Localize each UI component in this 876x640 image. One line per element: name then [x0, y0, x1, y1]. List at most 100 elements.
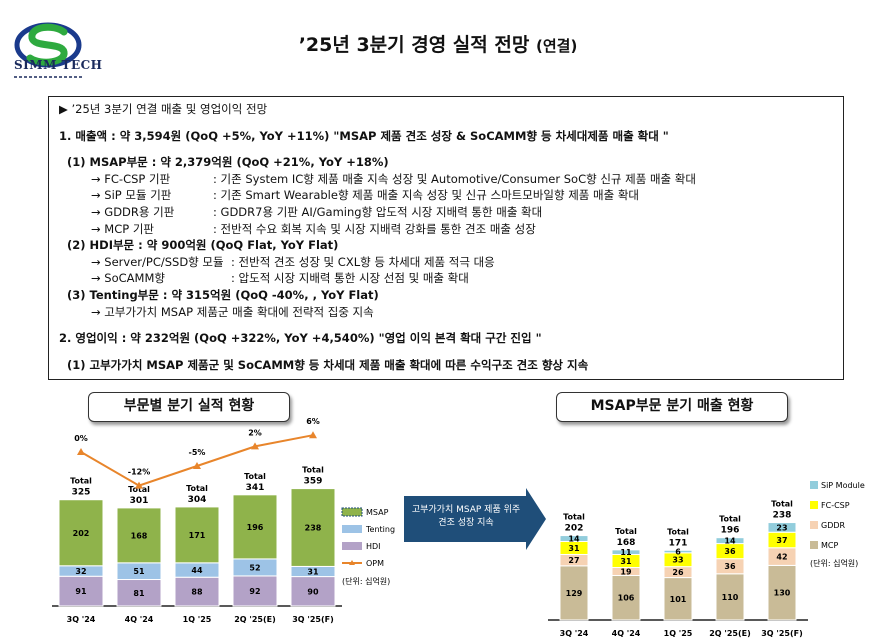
page-title-main: ’25년 3분기 경영 실적 전망: [298, 34, 530, 56]
data-label: 130: [774, 589, 791, 598]
legend-label: SiP Module: [821, 481, 865, 490]
x-tick-label: 2Q '25(E): [709, 629, 751, 638]
hdi-item-label: → Server/PC/SSD향 모듈: [91, 254, 224, 269]
opm-label: -5%: [189, 448, 206, 457]
total-label: Total: [244, 472, 266, 481]
total-value: 168: [617, 538, 636, 548]
total-value: 359: [304, 477, 323, 487]
legend-label: FC-CSP: [821, 501, 850, 510]
x-tick-label: 4Q '24: [125, 615, 154, 624]
total-label: Total: [615, 527, 637, 536]
total-label: Total: [70, 477, 92, 486]
opm-label: 2%: [248, 428, 262, 437]
hdi-item: → SoCAMM향: 압도적 시장 지배력 통한 시장 선점 및 매출 확대: [59, 270, 833, 287]
legend-label: Tenting: [365, 525, 395, 534]
total-value: 301: [130, 496, 149, 506]
bar-segment: [116, 507, 162, 564]
data-label: 37: [776, 536, 787, 545]
x-tick-label: 1Q '25: [664, 629, 693, 638]
x-tick-label: 1Q '25: [183, 615, 212, 624]
msap-item-label: → GDDR용 기판: [91, 204, 175, 219]
msap-item-text: : 기존 System IC향 제품 매출 지속 성장 및 Automotive…: [213, 171, 696, 186]
data-label: 31: [620, 557, 632, 566]
data-label: 238: [305, 524, 322, 533]
page-title: ’25년 3분기 경영 실적 전망 (연결): [0, 30, 876, 57]
data-label: 52: [249, 563, 260, 572]
data-label: 6: [675, 548, 681, 557]
bar-segment: [767, 564, 797, 621]
bar-segment: [174, 576, 220, 607]
bar-segment: [663, 577, 693, 621]
x-tick-label: 2Q '25(E): [234, 615, 276, 624]
page-title-suffix: (연결): [535, 37, 578, 55]
total-value: 171: [669, 538, 688, 548]
legend-label: MCP: [821, 541, 838, 550]
msap-line: (1) MSAP부문 : 약 2,379억원 (QoQ +21%, YoY +1…: [67, 155, 389, 170]
opm-marker: [135, 481, 143, 489]
total-label: Total: [563, 513, 585, 522]
data-label: 36: [724, 562, 736, 571]
data-label: 91: [75, 587, 87, 596]
hdi-items: → Server/PC/SSD향 모듈 : 전반적 견조 성장 및 CXL향 등 …: [59, 254, 833, 287]
msap-item-text: : 기존 Smart Wearable향 제품 매출 지속 성장 및 신규 스마…: [213, 188, 640, 203]
total-value: 341: [246, 483, 265, 493]
logo-text: SIMM TECH: [14, 58, 103, 72]
total-label: Total: [771, 500, 793, 509]
data-label: 26: [672, 568, 684, 577]
msap-items: → FC-CSP 기판: 기존 System IC향 제품 매출 지속 성장 및…: [59, 171, 833, 237]
total-value: 202: [565, 524, 584, 534]
legend-label: OPM: [366, 559, 384, 568]
x-tick-label: 3Q '24: [560, 629, 589, 638]
op-item: (1) 고부가가치 MSAP 제품군 및 SoCAMM향 등 차세대 제품 매출…: [67, 357, 589, 372]
unit-label: (단위: 십억원): [342, 576, 390, 586]
data-label: 106: [618, 594, 635, 603]
legend-swatch: [342, 525, 362, 533]
x-tick-label: 3Q '25(F): [761, 629, 803, 638]
bar-segment: [232, 494, 278, 560]
bar-segment: [174, 506, 220, 564]
total-value: 238: [773, 511, 792, 521]
total-value: 304: [188, 495, 207, 505]
op-income-line: 2. 영업이익 : 약 232억원 (QoQ +322%, YoY +4,540…: [59, 331, 542, 346]
opm-label: -12%: [128, 468, 150, 477]
data-label: 23: [776, 523, 787, 532]
opm-marker: [193, 462, 201, 469]
total-label: Total: [128, 485, 150, 494]
data-label: 101: [670, 595, 687, 604]
callout-text: 고부가가치 MSAP 제품 위주 견조 성장 지속: [411, 505, 521, 528]
revenue-line: 1. 매출액 : 약 3,594원 (QoQ +5%, YoY +11%) "M…: [59, 128, 669, 143]
bar-segment: [290, 576, 336, 607]
data-label: 11: [620, 548, 632, 557]
opm-label: 0%: [74, 434, 88, 443]
data-label: 88: [191, 588, 203, 597]
msap-item: → FC-CSP 기판: 기존 System IC향 제품 매출 지속 성장 및…: [59, 171, 833, 188]
tenting-line: (3) Tenting부문 : 약 315억원 (QoQ -40%, , YoY…: [67, 287, 379, 302]
total-label: Total: [667, 527, 689, 536]
bar-segment: [715, 573, 745, 621]
opm-marker: [251, 442, 259, 450]
x-tick-label: 3Q '24: [67, 615, 96, 624]
data-label: 14: [568, 535, 580, 544]
data-label: 81: [133, 589, 145, 598]
hdi-item: → Server/PC/SSD향 모듈 : 전반적 견조 성장 및 CXL향 등 …: [59, 254, 833, 271]
legend-label: MSAP: [366, 508, 389, 517]
legend-swatch: [810, 481, 818, 489]
data-label: 31: [307, 568, 319, 577]
bar-segment: [290, 488, 336, 567]
bar-segment: [611, 549, 641, 555]
hdi-item-text: : 전반적 견조 성장 및 CXL향 등 차세대 제품 적극 대응: [231, 254, 495, 269]
legend-swatch: [341, 507, 363, 517]
msap-item: → MCP 기판: 전반적 수요 회복 지속 및 시장 지배력 강화를 통한 견…: [59, 221, 833, 238]
msap-item: → GDDR용 기판: GDDR7용 기판 AI/Gaming향 압도적 시장 …: [59, 204, 833, 221]
data-label: 171: [189, 531, 206, 540]
opm-marker: [77, 448, 85, 455]
logo-underline: [14, 76, 84, 78]
company-logo: [14, 22, 82, 68]
data-label: 110: [722, 593, 739, 602]
data-label: 44: [191, 566, 203, 575]
legend-swatch: [810, 541, 818, 549]
legend-swatch: [810, 501, 818, 509]
hdi-item-label: → SoCAMM향: [91, 271, 165, 286]
